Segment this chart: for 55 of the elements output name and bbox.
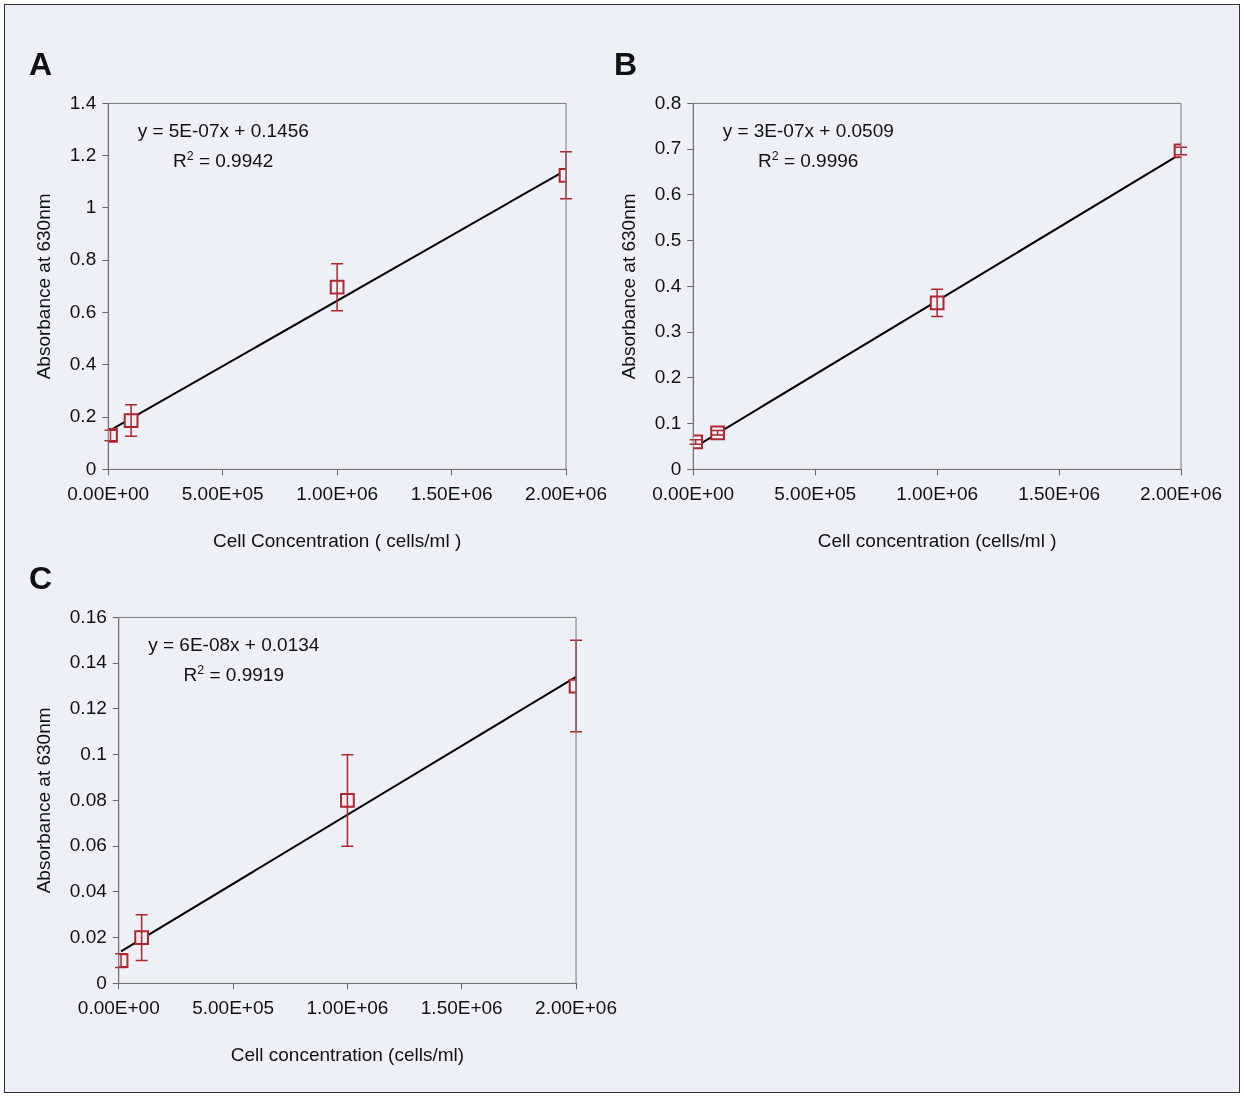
annotation: y = 3E-07x + 0.0509 — [722, 120, 894, 142]
x-tick-label: 1.50E+06 — [410, 483, 493, 505]
y-tick-label: 0.4 — [69, 353, 97, 375]
y-tick-label: 0.04 — [69, 880, 108, 902]
y-tick-label: 0.2 — [69, 405, 97, 427]
y-tick-label: 0 — [85, 457, 97, 479]
x-tick-label: 5.00E+05 — [181, 483, 264, 505]
y-tick-label: 0.5 — [654, 228, 682, 250]
chart-title: A — [29, 46, 53, 83]
y-tick-label: 0.1 — [654, 411, 682, 433]
y-tick-label: 0.1 — [80, 742, 107, 764]
y-tick-label: 0.12 — [69, 697, 107, 719]
point — [134, 930, 150, 946]
y-tick-label: 0.8 — [69, 248, 97, 270]
y-axis-title: Absorbance at 630nm — [617, 193, 639, 380]
y-tick-label: 0.6 — [654, 183, 682, 205]
x-tick-label: 0.00E+00 — [652, 483, 735, 505]
y-tick-label: 1 — [85, 196, 97, 218]
y-tick-label: 0 — [670, 457, 682, 479]
y-tick-label: 0.2 — [654, 366, 682, 388]
y-tick-label: 0.02 — [69, 925, 107, 947]
x-tick-label: 0.00E+00 — [77, 997, 160, 1019]
x-tick-label: 2.00E+06 — [525, 483, 607, 505]
x-axis-title: Cell concentration (cells/ml) — [230, 1043, 465, 1065]
x-tick-label: 1.00E+06 — [896, 483, 979, 505]
x-tick-label: 0.00E+00 — [67, 483, 150, 505]
x-axis-title: Cell concentration (cells/ml ) — [817, 529, 1057, 551]
y-tick-label: 0.06 — [69, 834, 107, 856]
y-tick-label: 0.6 — [69, 300, 97, 322]
x-tick-label: 1.00E+06 — [306, 997, 389, 1019]
y-tick-label: 0.14 — [69, 651, 108, 673]
y-tick-label: 1.4 — [69, 91, 97, 113]
x-tick-label: 5.00E+05 — [774, 483, 857, 505]
y-axis-title: Absorbance at 630nm — [32, 193, 54, 380]
chart-title: C — [29, 560, 53, 597]
y-tick-label: 0.08 — [69, 788, 107, 810]
x-axis-title: Cell Concentration ( cells/ml ) — [213, 529, 462, 551]
y-tick-label: 0.3 — [654, 320, 682, 342]
x-tick-label: 5.00E+05 — [192, 997, 275, 1019]
x-tick-label: 1.50E+06 — [1018, 483, 1101, 505]
y-axis-title: Absorbance at 630nm — [32, 707, 54, 894]
x-tick-label: 2.00E+06 — [1140, 483, 1222, 505]
annotation: y = 6E-08x + 0.0134 — [148, 634, 320, 656]
x-tick-label: 1.50E+06 — [420, 997, 503, 1019]
y-tick-label: 0.16 — [69, 605, 107, 627]
y-tick-label: 0.4 — [654, 274, 682, 296]
y-tick-label: 1.2 — [69, 143, 97, 165]
y-tick-label: 0.7 — [654, 137, 682, 159]
point — [340, 793, 355, 808]
y-tick-label: 0.8 — [654, 91, 682, 113]
x-tick-label: 1.00E+06 — [296, 483, 379, 505]
x-tick-label: 2.00E+06 — [535, 997, 617, 1019]
annotation: y = 5E-07x + 0.1456 — [137, 120, 309, 142]
chart-title: B — [614, 46, 638, 83]
y-tick-label: 0 — [96, 971, 107, 993]
